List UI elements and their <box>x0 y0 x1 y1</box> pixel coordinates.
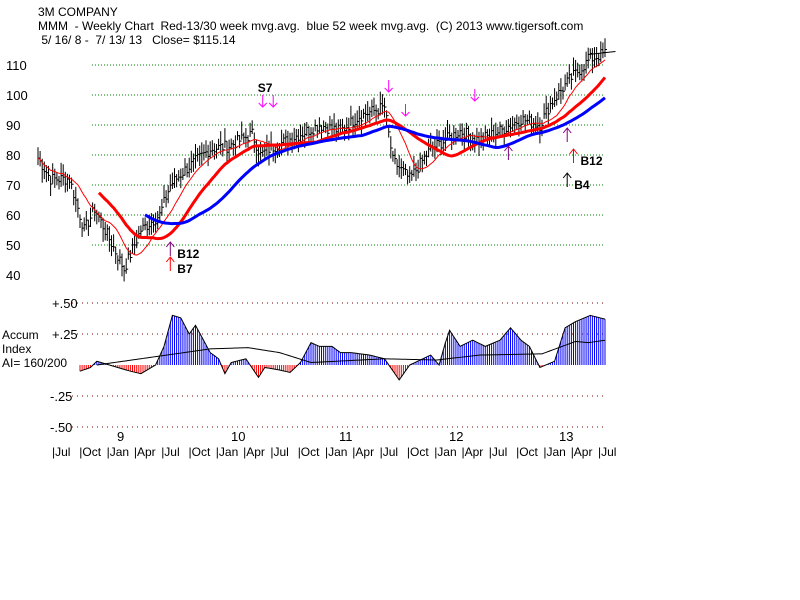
month-label: |Jan <box>325 445 347 459</box>
ai-value-label: AI= 160/200 <box>2 356 68 370</box>
accum-label: Accum <box>2 328 39 342</box>
ai-tick-label: +.50 <box>52 296 78 311</box>
month-label: |Jul <box>52 445 70 459</box>
ai-tick-label: -.50 <box>50 420 72 435</box>
month-label: |Jul <box>489 445 507 459</box>
month-label: |Oct <box>189 445 211 459</box>
chart-subtitle: MMM - Weekly Chart Red-13/30 week mvg.av… <box>38 19 584 33</box>
month-label: |Jan <box>216 445 238 459</box>
sell-signal-arrow-icon <box>258 95 268 108</box>
price-tick-label: 90 <box>6 118 20 133</box>
moving-average-52 <box>144 96 606 226</box>
date-range-close: 5/ 16/ 8 - 7/ 13/ 13 Close= $115.14 <box>38 33 236 47</box>
price-tick-label: 110 <box>6 58 27 73</box>
sell-signal-arrow-icon <box>268 95 278 108</box>
ai-tick-label: +.25 <box>52 327 78 342</box>
month-label: |Jul <box>598 445 616 459</box>
sell-signal-arrow-icon <box>470 89 480 102</box>
month-label: |Jul <box>161 445 179 459</box>
buy-signal-arrow-icon <box>562 172 572 187</box>
year-label: 11 <box>339 429 353 444</box>
buy-signal-arrow-icon <box>569 148 578 163</box>
price-tick-label: 80 <box>6 148 20 163</box>
trend-line <box>588 51 616 55</box>
buy-signal-arrow-icon <box>165 241 175 256</box>
month-label: |Oct <box>407 445 429 459</box>
price-tick-label: 40 <box>6 268 20 283</box>
month-label: |Jan <box>107 445 129 459</box>
month-label: |Jul <box>380 445 398 459</box>
sell-signal-arrow-icon <box>384 80 394 93</box>
month-label: |Jan <box>434 445 456 459</box>
month-label: |Apr <box>571 445 593 459</box>
signal-label-b12: B12 <box>177 247 199 261</box>
month-label: |Apr <box>134 445 156 459</box>
year-label: 10 <box>231 429 245 444</box>
month-label: |Oct <box>516 445 538 459</box>
price-tick-label: 70 <box>6 178 20 193</box>
year-label: 9 <box>117 429 124 444</box>
ai-tick-label: -.25 <box>50 389 72 404</box>
year-label: 13 <box>559 429 573 444</box>
signal-label-b12: B12 <box>581 154 603 168</box>
company-title: 3M COMPANY <box>38 5 118 19</box>
sell-signal-arrow-icon <box>401 104 410 117</box>
signal-label-b4: B4 <box>574 178 590 192</box>
month-label: |Apr <box>352 445 374 459</box>
signal-label-b7: B7 <box>177 262 193 276</box>
moving-average-30 <box>97 76 607 241</box>
buy-signal-arrow-icon <box>165 256 175 271</box>
month-label: |Oct <box>298 445 320 459</box>
month-label: |Apr <box>462 445 484 459</box>
price-tick-label: 50 <box>6 238 20 253</box>
index-label: Index <box>2 342 32 356</box>
price-tick-label: 100 <box>6 88 28 103</box>
month-label: |Oct <box>79 445 101 459</box>
buy-signal-arrow-icon <box>562 127 572 142</box>
month-label: |Jul <box>270 445 288 459</box>
month-label: |Apr <box>243 445 265 459</box>
moving-average-13 <box>37 59 606 256</box>
ai-moving-average <box>96 339 606 366</box>
signal-label-s7: S7 <box>258 81 273 95</box>
month-label: |Jan <box>543 445 565 459</box>
ai-line <box>79 314 606 381</box>
buy-signal-arrow-icon <box>504 145 513 160</box>
price-tick-label: 60 <box>6 208 20 223</box>
year-label: 12 <box>449 429 463 444</box>
